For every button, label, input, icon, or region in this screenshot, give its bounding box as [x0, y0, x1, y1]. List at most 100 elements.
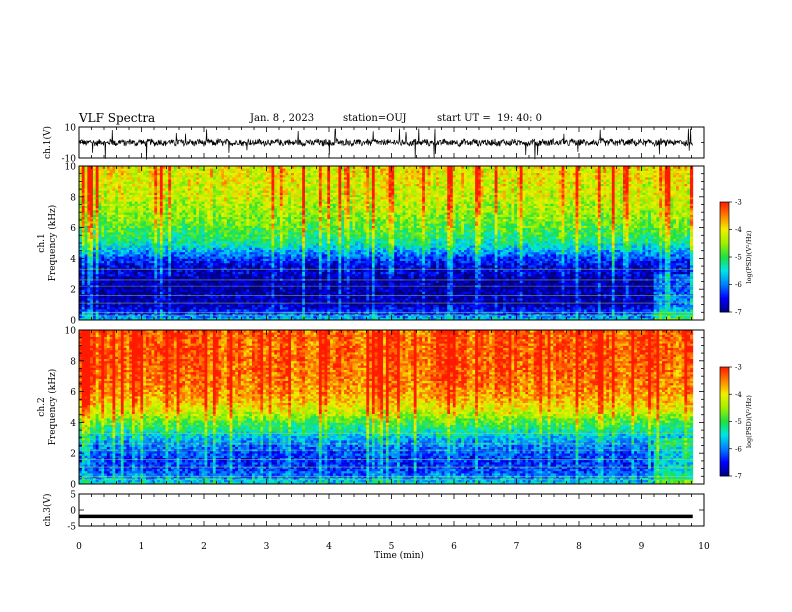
spectrogram-cell — [134, 174, 138, 178]
spectrogram-cell — [148, 188, 152, 191]
spectrogram-cell — [148, 177, 152, 180]
spectrogram-cell — [126, 267, 130, 270]
spectrogram-cell — [148, 185, 152, 189]
spectrogram-cell — [120, 232, 125, 235]
spectrogram-cell — [140, 218, 144, 222]
spectrogram-cell — [90, 240, 94, 244]
spectrogram-cell — [151, 273, 155, 277]
spectrogram-cell — [123, 172, 127, 176]
spectrogram-cell — [101, 243, 105, 246]
spectrogram-cell — [87, 174, 91, 178]
spectrogram-cell — [157, 278, 161, 281]
spectrogram-cell — [104, 166, 108, 169]
spectrogram-cell — [101, 313, 105, 316]
spectrogram-cell — [162, 179, 166, 182]
spectrogram-cell — [123, 313, 127, 316]
spectrogram-cell — [106, 247, 111, 250]
spectrogram-cell — [134, 221, 138, 224]
spectrogram-cell — [109, 199, 113, 202]
spectrogram-cell — [159, 188, 164, 191]
spectrogram-cell — [79, 194, 83, 198]
spectrogram-cell — [159, 256, 164, 259]
spectrogram-cell — [115, 315, 119, 319]
spectrogram-cell — [104, 210, 108, 213]
spectrogram-cell — [134, 229, 138, 233]
spectrogram-cell — [106, 170, 111, 173]
spectrogram-cell — [98, 216, 102, 220]
spectrogram-cell — [84, 214, 88, 217]
spectrogram-cell — [109, 278, 113, 281]
spectrogram-cell — [81, 304, 85, 308]
spectrogram-cell — [109, 302, 113, 305]
spectrogram-cell — [118, 265, 122, 268]
spectrogram-cell — [87, 240, 91, 244]
spectrogram-cell — [162, 218, 166, 222]
spectrogram-cell — [84, 269, 88, 272]
spectrogram-cell — [109, 304, 113, 308]
spectrogram-cell — [140, 210, 144, 213]
spectrogram-cell — [132, 276, 136, 279]
spectrogram-cell — [112, 227, 116, 231]
spectrogram-cell — [148, 205, 152, 209]
spectrogram-cell — [87, 218, 91, 222]
spectrogram-cell — [157, 247, 161, 250]
spectrogram-cell — [157, 183, 161, 187]
spectrogram-cell — [118, 243, 122, 246]
spectrogram-cell — [162, 216, 166, 220]
spectrogram-cell — [157, 240, 161, 244]
spectrogram-cell — [159, 254, 164, 257]
spectrogram-cell — [106, 302, 111, 305]
spectrogram-cell — [109, 232, 113, 235]
spectrogram-cell — [87, 225, 91, 228]
spectrogram-cell — [112, 177, 116, 180]
spectrogram-cell — [145, 289, 150, 292]
spectrogram-cell — [120, 192, 125, 195]
spectrogram-cell — [98, 205, 102, 209]
spectrogram-cell — [81, 203, 85, 206]
spectrogram-cell — [90, 247, 94, 250]
spectrogram-cell — [148, 313, 152, 316]
spectrogram-cell — [109, 174, 113, 178]
spectrogram-cell — [98, 192, 102, 195]
spectrogram-cell — [98, 260, 102, 264]
spectrogram-cell — [129, 302, 133, 305]
spectrogram-cell — [137, 269, 141, 272]
spectrogram-cell — [120, 214, 125, 217]
spectrogram-cell — [101, 234, 105, 237]
spectrogram-cell — [81, 289, 85, 292]
spectrogram-cell — [120, 203, 125, 206]
spectrogram-cell — [143, 269, 147, 272]
spectrogram-cell — [137, 249, 141, 253]
spectrogram-cell — [112, 199, 116, 202]
spectrogram-cell — [109, 225, 113, 228]
spectrogram-cell — [112, 251, 116, 255]
spectrogram-cell — [109, 221, 113, 224]
spectrogram-cell — [101, 271, 105, 275]
spectrogram-cell — [162, 199, 166, 202]
spectrogram-cell — [120, 289, 125, 292]
spectrogram-cell — [143, 221, 147, 224]
spectrogram-cell — [115, 254, 119, 257]
spectrogram-cell — [98, 271, 102, 275]
spectrogram-cell — [145, 269, 150, 272]
spectrogram-cell — [87, 317, 91, 321]
spectrogram-cell — [162, 245, 166, 248]
spectrogram-cell — [104, 265, 108, 268]
spectrogram-cell — [129, 249, 133, 253]
spectrogram-cell — [148, 280, 152, 283]
spectrogram-cell — [106, 188, 111, 191]
spectrogram-cell — [120, 260, 125, 264]
spectrogram-cell — [148, 240, 152, 244]
spectrogram-cell — [162, 291, 166, 294]
spectrogram-cell — [143, 194, 147, 198]
spectrogram-cell — [98, 302, 102, 305]
spectrogram-cell — [126, 214, 130, 217]
spectrogram-cell — [137, 245, 141, 248]
spectrogram-cell — [162, 181, 166, 184]
spectrogram-cell — [137, 177, 141, 180]
spectrogram-cell — [143, 291, 147, 294]
spectrogram-cell — [115, 183, 119, 187]
spectrogram-cell — [134, 302, 138, 305]
spectrogram-cell — [148, 260, 152, 264]
spectrogram-cell — [157, 216, 161, 220]
